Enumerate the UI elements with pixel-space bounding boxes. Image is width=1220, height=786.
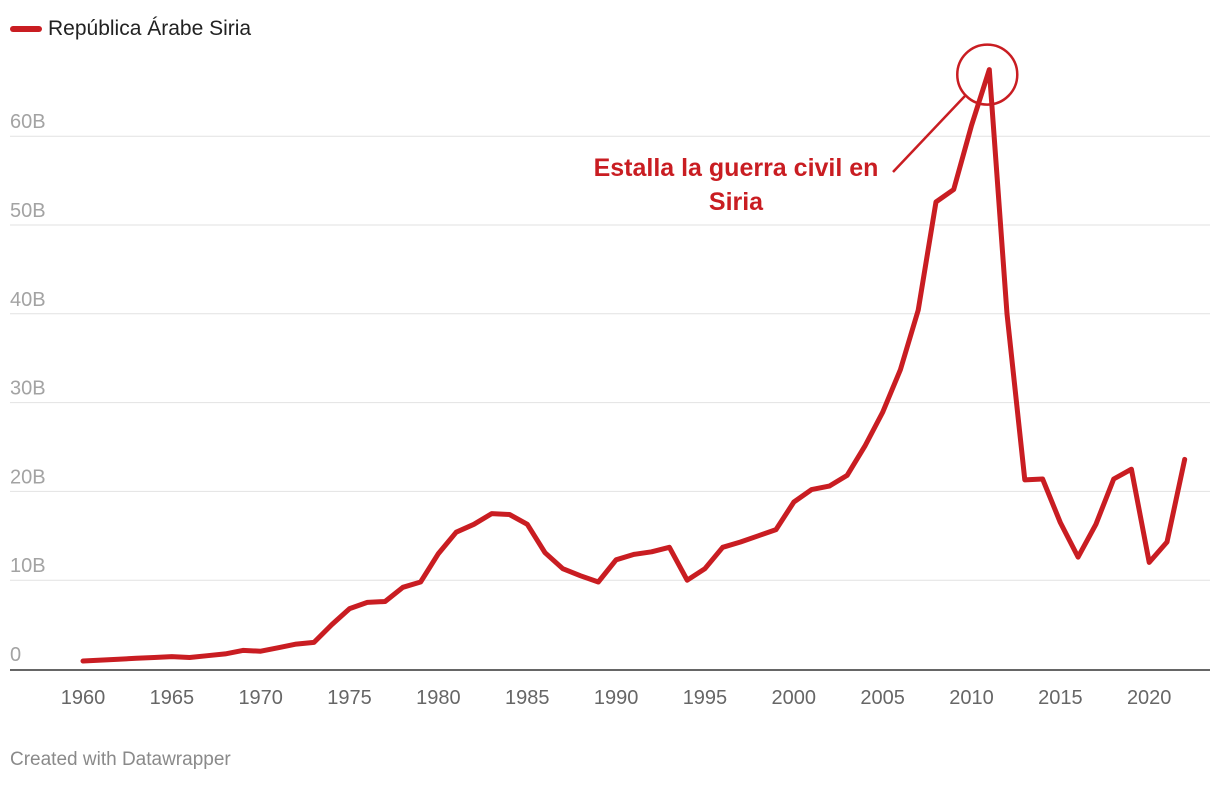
series-line [80, 67, 1188, 664]
x-tick-label: 2020 [1127, 687, 1172, 709]
x-tick-label: 1980 [416, 687, 461, 709]
y-tick-label: 20B [10, 466, 46, 488]
footer-credit: Created with Datawrapper [10, 749, 231, 770]
y-axis-tick-labels: 0 10B 20B 30B 40B 50B 60B [10, 111, 46, 666]
annotation-circle [956, 43, 1019, 106]
x-tick-label: 1970 [238, 687, 283, 709]
y-tick-label: 50B [10, 200, 46, 222]
y-tick-label: 10B [10, 555, 46, 577]
annotation-text: Estalla la guerra civil en Siria [594, 154, 879, 216]
x-tick-label: 1965 [150, 687, 195, 709]
y-tick-label: 40B [10, 289, 46, 311]
x-tick-label: 2000 [772, 687, 817, 709]
y-tick-label: 30B [10, 378, 46, 400]
x-tick-label: 1990 [594, 687, 639, 709]
annotation-layer: Estalla la guerra civil en Siria [594, 43, 1019, 216]
x-tick-label: 2010 [949, 687, 994, 709]
x-axis-tick-labels: 1960 1965 1970 1975 1980 1985 1990 1995 2000 2005… [61, 687, 1172, 709]
x-tick-label: 2005 [860, 687, 905, 709]
y-tick-label: 60B [10, 111, 46, 133]
x-tick-label: 2015 [1038, 687, 1083, 709]
x-tick-label: 1975 [327, 687, 372, 709]
gridlines [10, 135, 1210, 581]
x-tick-label: 1960 [61, 687, 106, 709]
annotation-connector [892, 94, 967, 173]
legend-swatch [10, 26, 42, 32]
legend-label: República Árabe Siria [48, 17, 252, 40]
x-tick-label: 1985 [505, 687, 550, 709]
y-tick-label: 0 [10, 644, 21, 666]
annotation-text-line: Estalla la guerra civil en [594, 154, 879, 182]
annotation-text-line: Siria [709, 188, 764, 216]
legend: República Árabe Siria [10, 17, 251, 41]
x-tick-label: 1995 [683, 687, 728, 709]
series-layer [80, 67, 1188, 664]
